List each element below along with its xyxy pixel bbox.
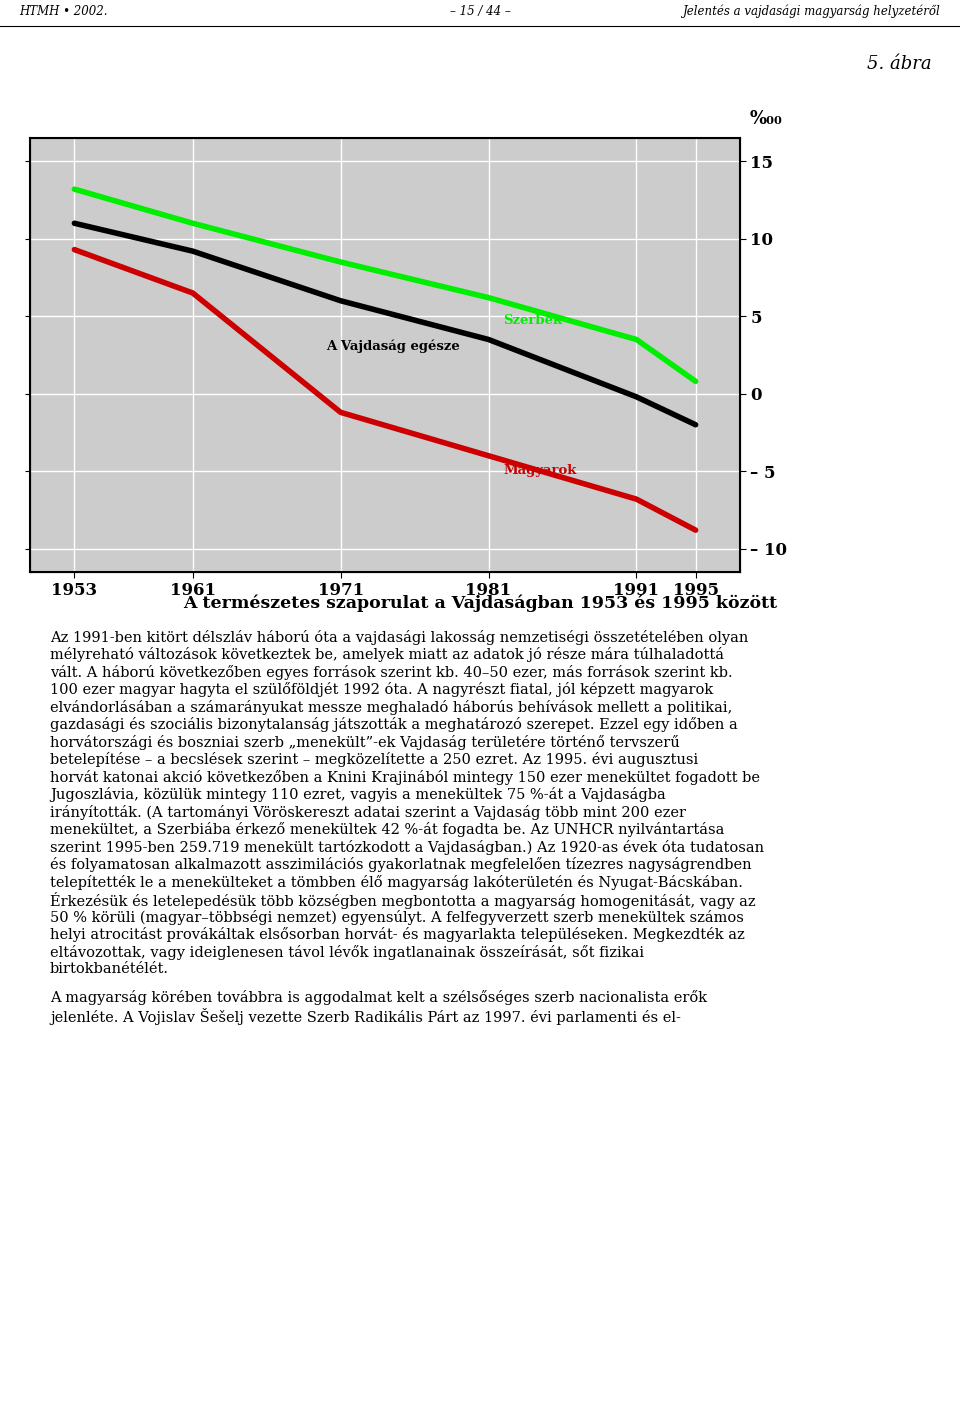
Text: Az 1991-ben kitört délszláv háború óta a vajdasági lakosság nemzetiségi összetét: Az 1991-ben kitört délszláv háború óta a…: [50, 630, 749, 646]
Text: Érkezésük és letelepedésük több községben megbontotta a magyarság homogenitását,: Érkezésük és letelepedésük több községbe…: [50, 892, 756, 909]
Text: menekültet, a Szerbiába érkező menekültek 42 %-át fogadta be. Az UNHCR nyilvánta: menekültet, a Szerbiába érkező menekülte…: [50, 823, 725, 837]
Text: A Vajdaság egésze: A Vajdaság egésze: [325, 340, 460, 354]
Text: %₀₀: %₀₀: [750, 110, 782, 127]
Text: horvát katonai akció következőben a Knini Krajinából mintegy 150 ezer menekültet: horvát katonai akció következőben a Knin…: [50, 770, 760, 784]
Text: szerint 1995-ben 259.719 menekült tartózkodott a Vajdaságban.) Az 1920-as évek ó: szerint 1995-ben 259.719 menekült tartóz…: [50, 840, 764, 855]
Text: HTMH • 2002.: HTMH • 2002.: [19, 4, 108, 18]
Text: A természetes szaporulat a Vajdaságban 1953 és 1995 között: A természetes szaporulat a Vajdaságban 1…: [183, 593, 777, 612]
Text: és folyamatosan alkalmazott asszimilációs gyakorlatnak megfelelően tízezres nagy: és folyamatosan alkalmazott asszimiláció…: [50, 858, 752, 872]
Text: irányították. (A tartományi Vöröskereszt adatai szerint a Vajdaság több mint 200: irányították. (A tartományi Vöröskereszt…: [50, 806, 686, 820]
Text: Szerbek: Szerbek: [503, 314, 563, 327]
Text: mélyreható változások következtek be, amelyek miatt az adatok jó része mára túlh: mélyreható változások következtek be, am…: [50, 647, 724, 663]
Text: Magyarok: Magyarok: [503, 464, 577, 477]
Text: betelepítése – a becslések szerint – megközelítette a 250 ezret. Az 1995. évi au: betelepítése – a becslések szerint – meg…: [50, 752, 698, 767]
Text: eltávozottak, vagy ideiglenesen távol lévők ingatlanainak összeírását, sőt fizik: eltávozottak, vagy ideiglenesen távol lé…: [50, 944, 644, 960]
Text: Jelentés a vajdasági magyarság helyzetéről: Jelentés a vajdasági magyarság helyzetér…: [684, 4, 941, 18]
Text: – 15 / 44 –: – 15 / 44 –: [449, 4, 511, 18]
Text: 5. ábra: 5. ábra: [867, 55, 931, 74]
Text: jelenléte. A Vojislav Šešelj vezette Szerb Radikális Párt az 1997. évi parlament: jelenléte. A Vojislav Šešelj vezette Sze…: [50, 1008, 681, 1025]
Text: 100 ezer magyar hagyta el szülőföldjét 1992 óta. A nagyrészt fiatal, jól képzett: 100 ezer magyar hagyta el szülőföldjét 1…: [50, 683, 713, 698]
Text: 50 % körüli (magyar–többségi nemzet) egyensúlyt. A felfegyverzett szerb menekült: 50 % körüli (magyar–többségi nemzet) egy…: [50, 910, 744, 925]
Text: vált. A háború következőben egyes források szerint kb. 40–50 ezer, más források : vált. A háború következőben egyes forrás…: [50, 666, 732, 680]
Text: elvándorlásában a számarányukat messze meghaladó háborús behívások mellett a pol: elvándorlásában a számarányukat messze m…: [50, 700, 732, 715]
Text: telepítették le a menekülteket a tömbben élő magyarság lakóterületén és Nyugat-B: telepítették le a menekülteket a tömbben…: [50, 875, 743, 891]
Text: gazdasági és szociális bizonytalanság játszották a meghatározó szerepet. Ezzel e: gazdasági és szociális bizonytalanság já…: [50, 718, 737, 732]
Text: helyi atrocitást provákáltak elsősorban horvát- és magyarlakta településeken. Me: helyi atrocitást provákáltak elsősorban …: [50, 927, 745, 943]
Text: horvátországi és boszniai szerb „menekült”-ek Vajdaság területére történő tervsz: horvátországi és boszniai szerb „menekül…: [50, 735, 680, 750]
Text: birtokbanétélét.: birtokbanétélét.: [50, 963, 169, 977]
Text: A magyarság körében továbbra is aggodalmat kelt a szélsőséges szerb nacionalista: A magyarság körében továbbra is aggodalm…: [50, 991, 708, 1005]
Text: Jugoszlávia, közülük mintegy 110 ezret, vagyis a menekültek 75 %-át a Vajdaságba: Jugoszlávia, közülük mintegy 110 ezret, …: [50, 787, 665, 803]
